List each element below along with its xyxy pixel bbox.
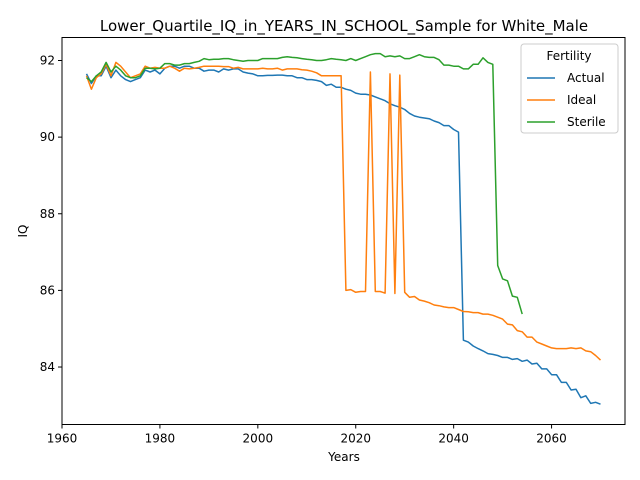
legend-label-ideal: Ideal [567, 93, 596, 107]
x-tick-label: 2040 [438, 432, 469, 446]
series-line-actual [85, 65, 601, 405]
y-tick-label: 88 [40, 207, 55, 221]
series-line-ideal [85, 61, 602, 361]
y-tick-label: 86 [40, 283, 55, 297]
x-tick-label: 2020 [340, 432, 371, 446]
x-axis: 1960 1980 2000 2020 2040 2060 [47, 424, 567, 446]
x-tick-label: 2060 [536, 432, 567, 446]
legend-title: Fertility [546, 49, 591, 63]
x-axis-label: Years [327, 450, 360, 464]
y-tick-label: 92 [40, 53, 55, 67]
y-tick-label: 90 [40, 130, 55, 144]
x-tick-label: 1960 [47, 432, 78, 446]
plot-frame [61, 37, 626, 425]
y-axis: 84 86 88 90 92 [40, 53, 62, 374]
series-layer [85, 52, 602, 405]
legend-items: Actual Ideal Sterile [527, 71, 606, 129]
chart-title: Lower_Quartile_IQ_in_YEARS_IN_SCHOOL_Sam… [100, 17, 588, 36]
legend-label-sterile: Sterile [567, 115, 606, 129]
legend-box [520, 43, 619, 134]
legend-label-actual: Actual [567, 71, 605, 85]
series-line-sterile [86, 52, 523, 315]
x-tick-label: 2000 [243, 432, 274, 446]
x-tick-label: 1980 [145, 432, 176, 446]
y-tick-label: 84 [40, 360, 55, 374]
legend: Fertility Actual Ideal Sterile [520, 43, 619, 134]
y-axis-label: IQ [16, 225, 30, 238]
